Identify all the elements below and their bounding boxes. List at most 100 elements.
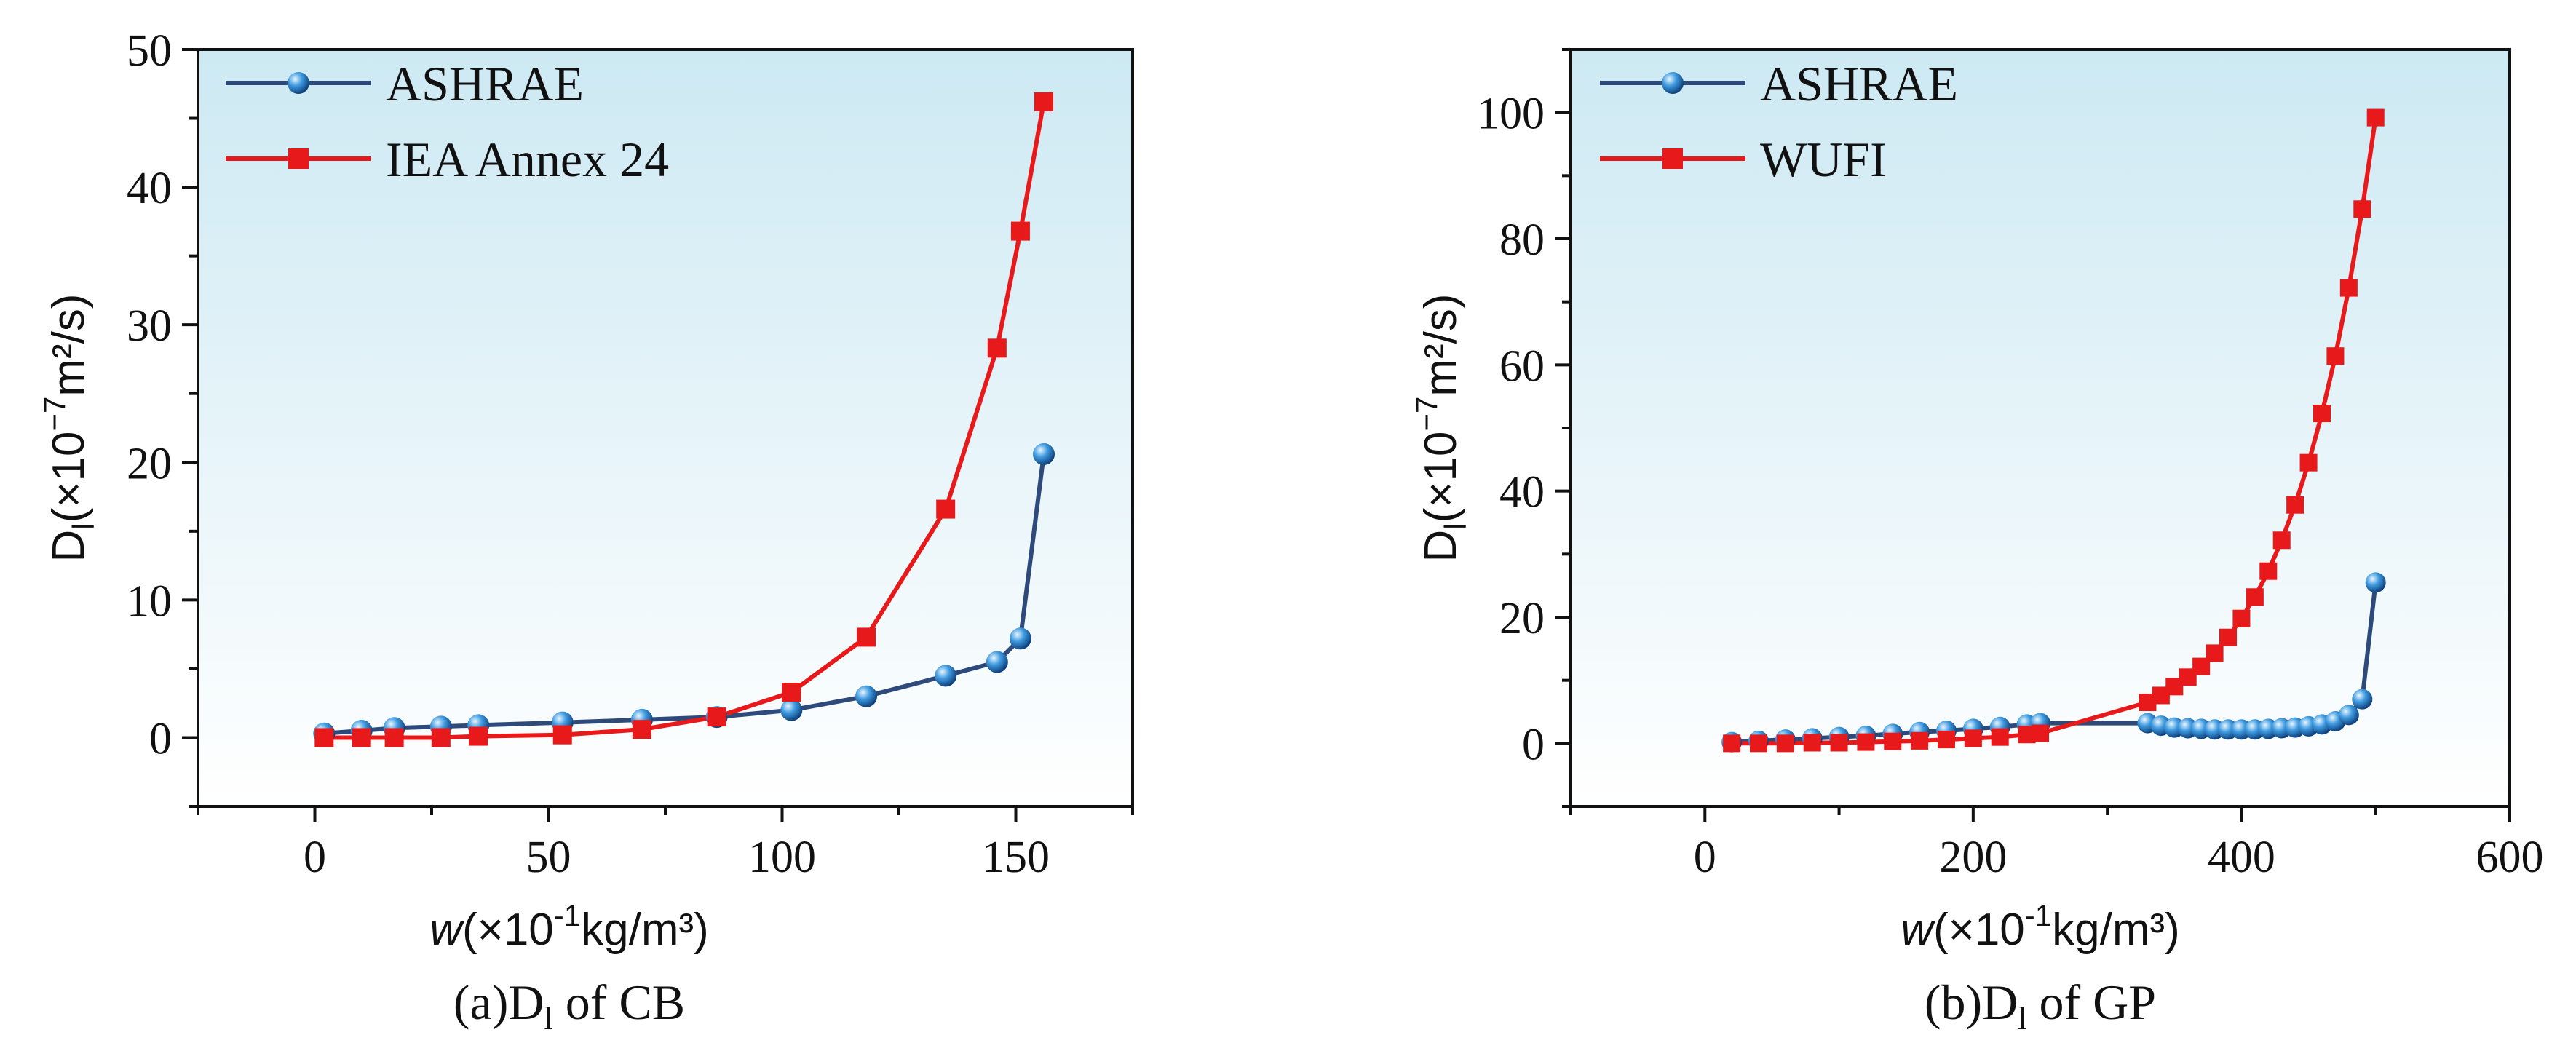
y-title-unit-a: m²/s) [44,293,94,396]
legend-label-iea-a: IEA Annex 24 [386,132,669,187]
data-point-red-b [2366,108,2385,127]
data-point-red-b [2313,405,2331,423]
data-point-red-b [2353,200,2371,218]
x-tick-label: 150 [982,833,1050,882]
data-point-ashrae-a [1009,627,1031,650]
legend-a: ASHRAE IEA Annex 24 [226,56,669,187]
y-tick-label: 10 [127,576,172,626]
marker-group-a [313,92,1055,747]
legend-b: ASHRAE WUFI [1600,56,1958,187]
data-point-ashrae-a [986,651,1008,673]
y-title-rest-a: (×10 [44,432,94,523]
data-point-red-b [2032,724,2049,742]
y-axis-title-b: Dl(×10−7m²/s) [1409,293,1473,562]
legend-marker-iea-a [288,148,309,169]
y-tick-label: 0 [149,714,172,763]
data-point-ashrae-b [2338,705,2359,726]
data-point-red-a [469,726,488,746]
data-point-red-b [1750,734,1767,753]
data-point-red-b [2219,628,2237,646]
y-tick-label: 20 [127,439,172,488]
y-axis-title-a: Dl(×10−7m²/s) [37,293,100,562]
caption-sub-b: l [2018,1001,2026,1036]
data-point-red-b [2272,531,2291,550]
data-point-red-a [352,728,371,747]
legend-label-wufi-b: WUFI [1760,132,1887,187]
legend-label-ashrae-b: ASHRAE [1760,56,1958,111]
data-point-red-a [1034,92,1054,111]
data-point-red-a [552,725,572,745]
data-point-red-b [1723,734,1741,753]
data-point-red-a [632,720,651,739]
data-point-red-b [1776,734,1794,753]
chart-panel-a: 0 50 100 150 0 10 20 30 40 50 ASHRAE IEA Annex 2… [37,26,1134,1036]
svg-text:Dl(×10−7m²/s): Dl(×10−7m²/s) [37,293,100,562]
x-tick-label: 0 [1694,833,1716,882]
data-point-red-b [2339,279,2358,297]
data-point-red-a [857,627,876,647]
x-title-var-a: w [429,905,465,955]
data-point-red-b [1938,731,1955,749]
x-ticks-a: 0 50 100 150 [197,806,1134,882]
data-point-red-b [1857,733,1875,751]
legend-marker-wufi-b [1662,148,1683,169]
data-point-red-b [2299,453,2318,472]
data-point-red-b [2259,562,2278,580]
y-title-rest-b: (×10 [1416,432,1466,523]
y-title-exp-b: −7 [1409,397,1443,432]
y-tick-label: 40 [1499,468,1545,517]
data-point-red-b [2246,588,2264,606]
x-axis-title-b: w(×10-1kg/m³) [1901,898,2180,955]
caption-suffix-b: of GP [2027,975,2157,1030]
data-point-red-b [2326,347,2345,365]
plot-area-b [1571,49,2510,806]
data-point-ashrae-a [780,699,803,721]
data-point-red-b [1830,734,1848,752]
data-point-ashrae-b [2365,572,2386,593]
x-tick-label: 400 [2208,833,2275,882]
x-title-var-b: w [1901,905,1936,955]
x-title-unit-b: kg/m³) [2052,905,2180,955]
y-ticks-a: 0 10 20 30 40 50 [127,26,198,808]
x-tick-label: 600 [2476,833,2544,882]
data-point-red-a [936,499,956,519]
y-title-sub-b: l [1438,523,1473,529]
data-point-red-b [1964,729,1982,747]
data-point-ashrae-b [2352,689,2373,710]
x-tick-label: 0 [304,833,326,882]
caption-suffix-a: of CB [553,975,685,1030]
x-axis-title-a: w(×10-1kg/m³) [429,898,709,955]
y-tick-label: 60 [1499,341,1545,391]
data-point-ashrae-a [1033,443,1055,465]
y-tick-label: 40 [127,164,172,213]
caption-sub-a: l [544,1001,552,1036]
x-title-rest-b: (×10 [1933,905,2025,955]
data-point-red-b [1803,734,1821,752]
data-point-red-b [2206,644,2224,662]
y-tick-label: 50 [127,26,172,76]
legend-label-ashrae-a: ASHRAE [386,56,584,111]
x-title-rest-a: (×10 [462,905,554,955]
y-tick-label: 80 [1499,215,1545,265]
y-tick-label: 0 [1522,720,1545,769]
legend-marker-ashrae-b [1662,72,1684,94]
caption-b: (b)Dl of GP [1925,975,2156,1036]
y-tick-label: 100 [1477,90,1545,139]
x-tick-label: 100 [748,833,816,882]
data-point-red-b [1911,731,1929,750]
svg-text:Dl(×10−7m²/s): Dl(×10−7m²/s) [1409,293,1473,562]
x-title-unit-a: kg/m³) [581,905,709,955]
x-ticks-b: 0 200 400 600 [1569,806,2544,882]
x-title-exp-a: -1 [554,898,581,932]
y-title-exp-a: −7 [37,397,71,432]
data-point-red-b [1884,732,1902,750]
x-title-exp-b: -1 [2025,898,2052,932]
data-point-red-b [1991,728,2009,746]
data-point-red-a [782,683,801,702]
y-tick-label: 20 [1499,594,1545,643]
y-title-main-b: D [1416,530,1466,563]
data-point-ashrae-a [855,685,878,707]
marker-group-b [1721,108,2386,753]
y-title-unit-b: m²/s) [1416,293,1466,396]
